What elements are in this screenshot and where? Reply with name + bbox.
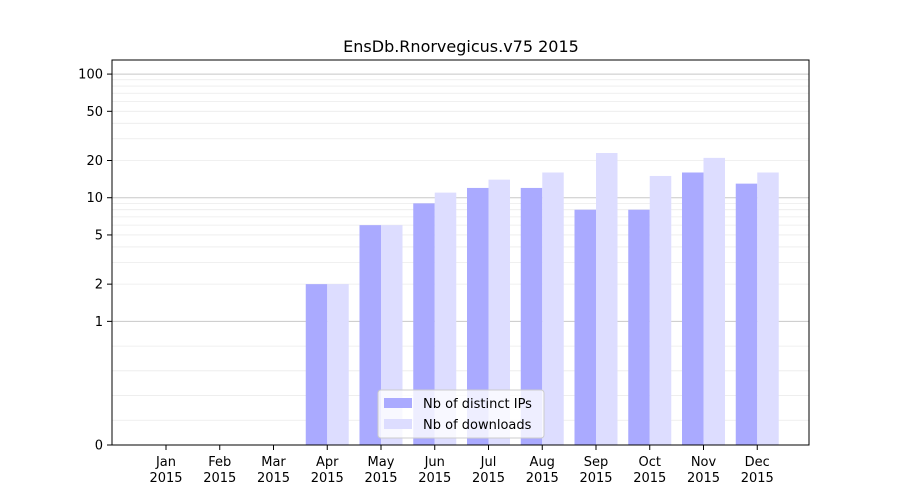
bar-ips (305, 284, 328, 445)
bar-downloads (327, 284, 349, 445)
bar-ips (413, 203, 435, 445)
bar-downloads (703, 157, 725, 446)
x-tick-label-month: May (368, 455, 395, 470)
y-tick-label: 10 (86, 191, 103, 206)
bar-ips (467, 187, 489, 445)
legend-box (377, 389, 545, 439)
x-tick-label-month: Mar (261, 455, 286, 470)
x-tick-label-year: 2015 (257, 471, 290, 486)
x-tick-label-month: Oct (639, 455, 661, 470)
x-tick-label-year: 2015 (472, 471, 505, 486)
bar-ips (520, 187, 543, 445)
y-tick-label: 5 (95, 228, 103, 243)
bar-ips (682, 172, 704, 446)
y-tick-label: 100 (78, 68, 103, 83)
bar-downloads (542, 172, 564, 446)
legend-label: Nb of downloads (423, 418, 532, 433)
bar-ips (735, 183, 758, 445)
x-tick-label-year: 2015 (418, 471, 451, 486)
x-tick-label-month: Dec (745, 455, 770, 470)
bar-ips (628, 209, 650, 445)
bar-ips (574, 209, 596, 445)
chart-title: EnsDb.Rnorvegicus.v75 2015 (343, 37, 579, 56)
y-tick-label: 1 (95, 315, 103, 330)
legend-label: Nb of distinct IPs (423, 397, 532, 412)
bar-ips (359, 225, 381, 445)
x-tick-label-month: Feb (208, 455, 231, 470)
y-tick-label: 20 (86, 154, 103, 169)
x-tick-label-month: Jan (155, 455, 176, 470)
x-tick-label-year: 2015 (311, 471, 344, 486)
x-tick-label-year: 2015 (687, 471, 720, 486)
y-tick-label: 2 (95, 278, 103, 293)
x-tick-label-year: 2015 (364, 471, 397, 486)
x-tick-label-year: 2015 (526, 471, 559, 486)
y-axis: 0 1 2 5 10 20 50 100 (78, 68, 112, 454)
y-tick-label: 50 (86, 105, 103, 120)
y-tick-label: 0 (95, 439, 103, 454)
x-tick-label-month: Jun (424, 455, 445, 470)
x-tick-label-year: 2015 (149, 471, 182, 486)
bar-downloads (434, 192, 457, 445)
legend-swatch (384, 398, 412, 408)
x-tick-label-month: Jul (480, 455, 497, 470)
x-tick-label-year: 2015 (741, 471, 774, 486)
x-tick-label-month: Apr (316, 455, 339, 470)
x-tick-label-month: Nov (691, 455, 717, 470)
x-tick-label-year: 2015 (633, 471, 666, 486)
x-tick-label-year: 2015 (579, 471, 612, 486)
bar-downloads (596, 153, 618, 445)
x-tick-label-month: Sep (584, 455, 609, 470)
x-tick-label-month: Aug (530, 455, 555, 470)
bar-downloads (649, 175, 672, 445)
bar-downloads (757, 172, 779, 446)
bar-downloads (488, 179, 510, 446)
plot-frame (111, 59, 810, 446)
x-tick-label-year: 2015 (203, 471, 236, 486)
legend: Nb of distinct IPs Nb of downloads (377, 389, 545, 439)
legend-swatch (384, 419, 412, 429)
x-axis: Jan2015Feb2015Mar2015Apr2015May2015Jun20… (149, 445, 774, 486)
